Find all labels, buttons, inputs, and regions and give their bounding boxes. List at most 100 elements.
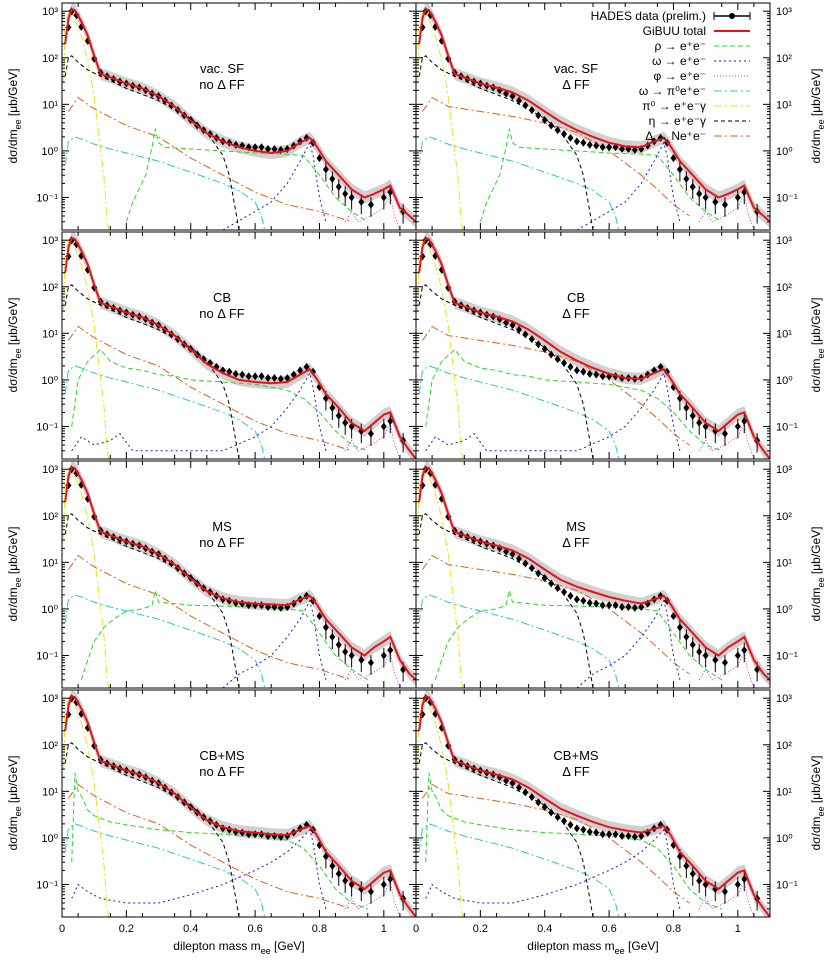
data-point xyxy=(515,783,522,792)
legend-label-data: HADES data (prelim.) xyxy=(591,9,706,23)
data-point xyxy=(329,861,336,870)
data-point xyxy=(522,101,529,110)
data-point xyxy=(561,359,568,368)
data-point xyxy=(252,143,259,152)
data-point xyxy=(625,831,632,840)
y-axis-title-unit: [μb/GeV] xyxy=(809,68,823,119)
rho-ee-curve xyxy=(434,590,722,681)
y-axis-title-unit: [μb/GeV] xyxy=(6,755,20,806)
y-tick-label: 10³ xyxy=(42,693,58,705)
y-axis-title-main: dσ/dm xyxy=(6,816,20,850)
data-point xyxy=(561,817,568,826)
data-point xyxy=(638,602,645,611)
data-point xyxy=(683,861,690,870)
data-point xyxy=(567,362,574,371)
panel-label-ff: Δ FF xyxy=(562,77,590,92)
y-axis-title: dσ/dmee [μb/GeV] xyxy=(809,68,826,163)
y-tick-label: 10¹ xyxy=(776,557,792,569)
panel-label-model: MS xyxy=(212,519,232,534)
data-point xyxy=(380,651,387,660)
data-point xyxy=(683,174,690,183)
phi-ee-curve xyxy=(344,650,401,688)
data-point xyxy=(297,366,304,375)
data-point xyxy=(515,554,522,563)
data-point xyxy=(284,373,291,382)
y-axis-title-main: dσ/dm xyxy=(809,587,823,621)
data-point xyxy=(561,130,568,139)
data-point xyxy=(702,193,709,202)
data-point xyxy=(548,350,555,359)
data-point xyxy=(258,372,265,381)
systematic-band xyxy=(65,461,416,686)
y-axis-title-sub: ee xyxy=(13,806,23,816)
x-tick-label: 0.2 xyxy=(119,923,134,935)
data-point xyxy=(599,143,606,152)
data-point xyxy=(554,584,561,593)
systematic-band xyxy=(419,232,770,459)
data-point xyxy=(252,372,259,381)
y-tick-label: 10³ xyxy=(776,6,792,18)
y-tick-label: 10² xyxy=(776,53,792,65)
omega-ee-curve xyxy=(222,141,327,230)
data-point xyxy=(599,372,606,381)
data-point xyxy=(316,154,323,163)
data-point xyxy=(586,827,593,836)
data-point xyxy=(631,603,638,612)
data-point xyxy=(721,658,728,667)
data-point xyxy=(342,647,349,656)
data-point xyxy=(618,602,625,611)
y-axis-title-unit: [μb/GeV] xyxy=(6,526,20,577)
y-tick-label: 10¹ xyxy=(42,328,58,340)
y-tick-label: 10⁻¹ xyxy=(776,650,798,662)
y-tick-label: 10⁻¹ xyxy=(776,879,798,891)
legend-label-pi0: π⁰ → e⁺e⁻γ xyxy=(642,99,706,113)
data-point xyxy=(696,418,703,427)
x-tick-label: 0.6 xyxy=(247,923,262,935)
y-axis-title-sub: ee xyxy=(816,348,826,358)
omega-dalitz-curve xyxy=(418,365,620,459)
rho-ee-curve xyxy=(80,590,368,681)
omega-ee-curve xyxy=(222,599,327,688)
y-axis-title: dσ/dmee [μb/GeV] xyxy=(6,68,23,163)
data-point xyxy=(264,373,271,382)
phi-ee-curve xyxy=(698,421,755,459)
pi0-dalitz-curve xyxy=(417,698,464,917)
data-point xyxy=(264,144,271,153)
data-point xyxy=(734,422,741,431)
plot-area xyxy=(417,232,770,459)
data-point xyxy=(689,182,696,191)
data-point xyxy=(380,193,387,202)
eta-dalitz-curve xyxy=(418,284,594,459)
panel-0-1: 10⁻¹ 10⁰ 10¹ 10² 10³ vac. SFΔ FF xyxy=(415,2,798,231)
panel-label-ff: no Δ FF xyxy=(199,306,245,321)
gibuu-total-curve xyxy=(418,466,770,681)
data-point xyxy=(271,144,278,153)
legend-label-omega_dalitz: ω → π⁰e⁺e⁻ xyxy=(639,84,706,98)
gibuu-total-curve xyxy=(64,466,416,681)
panel-label-model: vac. SF xyxy=(200,61,244,76)
delta-dalitz-curve xyxy=(67,96,352,223)
data-point xyxy=(606,601,613,610)
data-point xyxy=(387,875,394,884)
phi-ee-curve xyxy=(344,421,401,459)
data-point xyxy=(689,640,696,649)
data-point xyxy=(580,138,587,147)
systematic-band xyxy=(65,3,416,228)
panel-label-ff: no Δ FF xyxy=(199,535,245,550)
data-point xyxy=(664,367,671,376)
y-axis-title-main: dσ/dm xyxy=(6,587,20,621)
y-tick-label: 10² xyxy=(776,740,792,752)
y-axis-title: dσ/dmee [μb/GeV] xyxy=(809,526,826,621)
x-tick-label: 0.2 xyxy=(473,923,488,935)
x-tick-label: 0.6 xyxy=(601,923,616,935)
omega-dalitz-curve xyxy=(64,823,266,917)
y-axis-title-unit: [μb/GeV] xyxy=(809,755,823,806)
panel-1-1: 10⁻¹ 10⁰ 10¹ 10² 10³ CBΔ FF xyxy=(415,231,798,460)
rho-ee-curve xyxy=(71,348,368,452)
pi0-dalitz-curve xyxy=(63,469,110,688)
y-tick-label: 10³ xyxy=(776,464,792,476)
data-point xyxy=(335,640,342,649)
